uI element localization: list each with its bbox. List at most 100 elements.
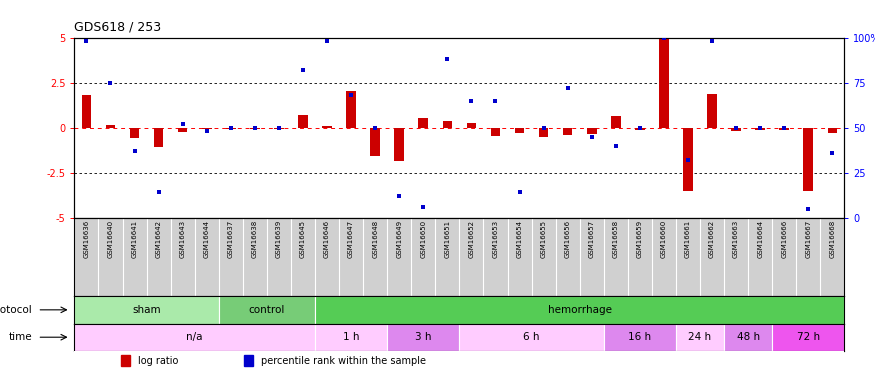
Bar xyxy=(828,128,837,133)
Text: GSM16648: GSM16648 xyxy=(372,220,378,258)
Bar xyxy=(244,355,254,366)
Text: GSM16649: GSM16649 xyxy=(396,220,402,258)
Bar xyxy=(346,91,356,128)
Bar xyxy=(322,126,332,128)
Text: 48 h: 48 h xyxy=(737,332,760,342)
Bar xyxy=(780,128,789,130)
Text: GSM16654: GSM16654 xyxy=(516,220,522,258)
Bar xyxy=(604,324,676,351)
Point xyxy=(705,38,719,44)
Text: GDS618 / 253: GDS618 / 253 xyxy=(74,21,162,34)
Bar xyxy=(418,118,428,128)
Bar xyxy=(514,128,524,133)
Point xyxy=(657,34,671,40)
Bar xyxy=(178,128,187,132)
Point xyxy=(296,67,310,73)
Text: hemorrhage: hemorrhage xyxy=(548,305,612,315)
Point xyxy=(513,189,527,195)
Text: GSM16659: GSM16659 xyxy=(637,220,643,258)
Point xyxy=(777,124,791,130)
Text: GSM16656: GSM16656 xyxy=(564,220,570,258)
Point xyxy=(176,121,190,127)
Point xyxy=(681,157,695,163)
Text: 3 h: 3 h xyxy=(415,332,431,342)
Point xyxy=(248,124,262,130)
Text: GSM16666: GSM16666 xyxy=(781,220,788,258)
Text: GSM16662: GSM16662 xyxy=(709,220,715,258)
Bar xyxy=(563,128,572,135)
Point xyxy=(368,124,382,130)
Point xyxy=(536,124,550,130)
Bar xyxy=(676,324,724,351)
Bar xyxy=(395,128,404,161)
Bar xyxy=(74,296,219,324)
Text: GSM16645: GSM16645 xyxy=(300,220,306,258)
Point xyxy=(729,124,743,130)
Bar xyxy=(81,95,91,128)
Bar xyxy=(803,128,813,191)
Bar xyxy=(732,128,741,131)
Point xyxy=(440,56,454,62)
Text: 24 h: 24 h xyxy=(689,332,711,342)
Bar xyxy=(683,128,693,191)
Point xyxy=(224,124,238,130)
Text: time: time xyxy=(9,332,32,342)
Bar xyxy=(298,115,308,128)
Text: GSM16657: GSM16657 xyxy=(589,220,595,258)
Bar xyxy=(724,324,773,351)
Text: 6 h: 6 h xyxy=(523,332,540,342)
Text: GSM16661: GSM16661 xyxy=(685,220,691,258)
Text: log ratio: log ratio xyxy=(138,356,178,366)
Bar xyxy=(659,38,668,128)
Bar xyxy=(121,355,130,366)
Text: GSM16664: GSM16664 xyxy=(757,220,763,258)
Bar xyxy=(773,324,844,351)
Text: 1 h: 1 h xyxy=(343,332,360,342)
Bar xyxy=(315,324,388,351)
Point xyxy=(272,124,286,130)
Point xyxy=(561,85,575,91)
Point xyxy=(609,142,623,148)
Point xyxy=(488,98,502,104)
Text: GSM16641: GSM16641 xyxy=(131,220,137,258)
Point xyxy=(825,150,839,156)
Text: GSM16660: GSM16660 xyxy=(661,220,667,258)
Text: GSM16663: GSM16663 xyxy=(733,220,739,258)
Bar xyxy=(226,128,235,129)
Text: GSM16650: GSM16650 xyxy=(420,220,426,258)
Bar xyxy=(587,128,597,134)
Text: GSM16640: GSM16640 xyxy=(108,220,114,258)
Text: GSM16643: GSM16643 xyxy=(179,220,186,258)
Text: control: control xyxy=(248,305,285,315)
Text: GSM16655: GSM16655 xyxy=(541,220,547,258)
Point xyxy=(80,38,94,44)
Bar xyxy=(274,128,284,129)
Bar xyxy=(219,296,315,324)
Point xyxy=(633,124,647,130)
Text: GSM16642: GSM16642 xyxy=(156,220,162,258)
Text: GSM16651: GSM16651 xyxy=(444,220,451,258)
Text: GSM16668: GSM16668 xyxy=(830,220,836,258)
Point xyxy=(584,134,598,140)
Text: GSM16637: GSM16637 xyxy=(228,220,234,258)
Point xyxy=(465,98,479,104)
Bar xyxy=(130,128,139,138)
Point xyxy=(802,206,816,212)
Text: 16 h: 16 h xyxy=(628,332,651,342)
Text: 72 h: 72 h xyxy=(797,332,820,342)
Text: GSM16667: GSM16667 xyxy=(805,220,811,258)
Point xyxy=(200,128,214,134)
Bar xyxy=(539,128,549,136)
Point xyxy=(416,204,430,210)
Point xyxy=(320,38,334,44)
Point xyxy=(344,92,358,98)
Text: GSM16647: GSM16647 xyxy=(348,220,354,258)
Bar xyxy=(370,128,380,156)
Bar xyxy=(74,324,315,351)
Bar xyxy=(154,128,164,147)
Text: GSM16653: GSM16653 xyxy=(493,220,499,258)
Bar xyxy=(250,128,260,129)
Text: GSM16658: GSM16658 xyxy=(612,220,619,258)
Bar xyxy=(459,324,604,351)
Text: GSM16639: GSM16639 xyxy=(276,220,282,258)
